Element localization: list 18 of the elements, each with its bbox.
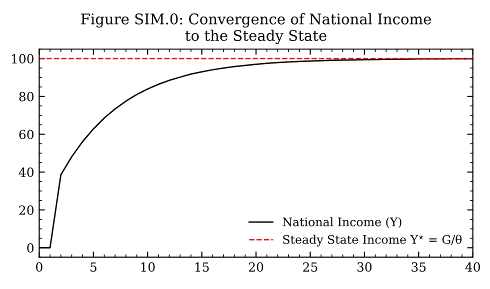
- y-tick-label: 60: [19, 130, 34, 140]
- x-tick-label: 20: [248, 262, 264, 272]
- x-tick-label: 10: [141, 262, 155, 272]
- y-tick-label: 100: [12, 54, 34, 64]
- y-tick-label: 20: [19, 205, 34, 215]
- x-tick-label: 0: [36, 262, 42, 272]
- x-tick-label: 25: [303, 262, 318, 272]
- x-tick-label: 40: [465, 262, 480, 272]
- x-tick-label: 15: [195, 262, 209, 272]
- x-tick-label: 35: [412, 262, 426, 272]
- chart-title: Figure SIM.0: Convergence of National Income to the Steady State: [81, 13, 431, 44]
- legend-label: Steady State Income Y$^{⋆}$ = G/θ: [283, 234, 462, 246]
- legend-label: National Income (Y): [282, 217, 402, 228]
- x-tick-label: 30: [357, 262, 372, 272]
- y-tick-label: 0: [27, 243, 34, 253]
- x-tick-label: 5: [90, 262, 96, 272]
- y-tick-label: 80: [19, 92, 34, 102]
- y-tick-label: 40: [18, 168, 34, 178]
